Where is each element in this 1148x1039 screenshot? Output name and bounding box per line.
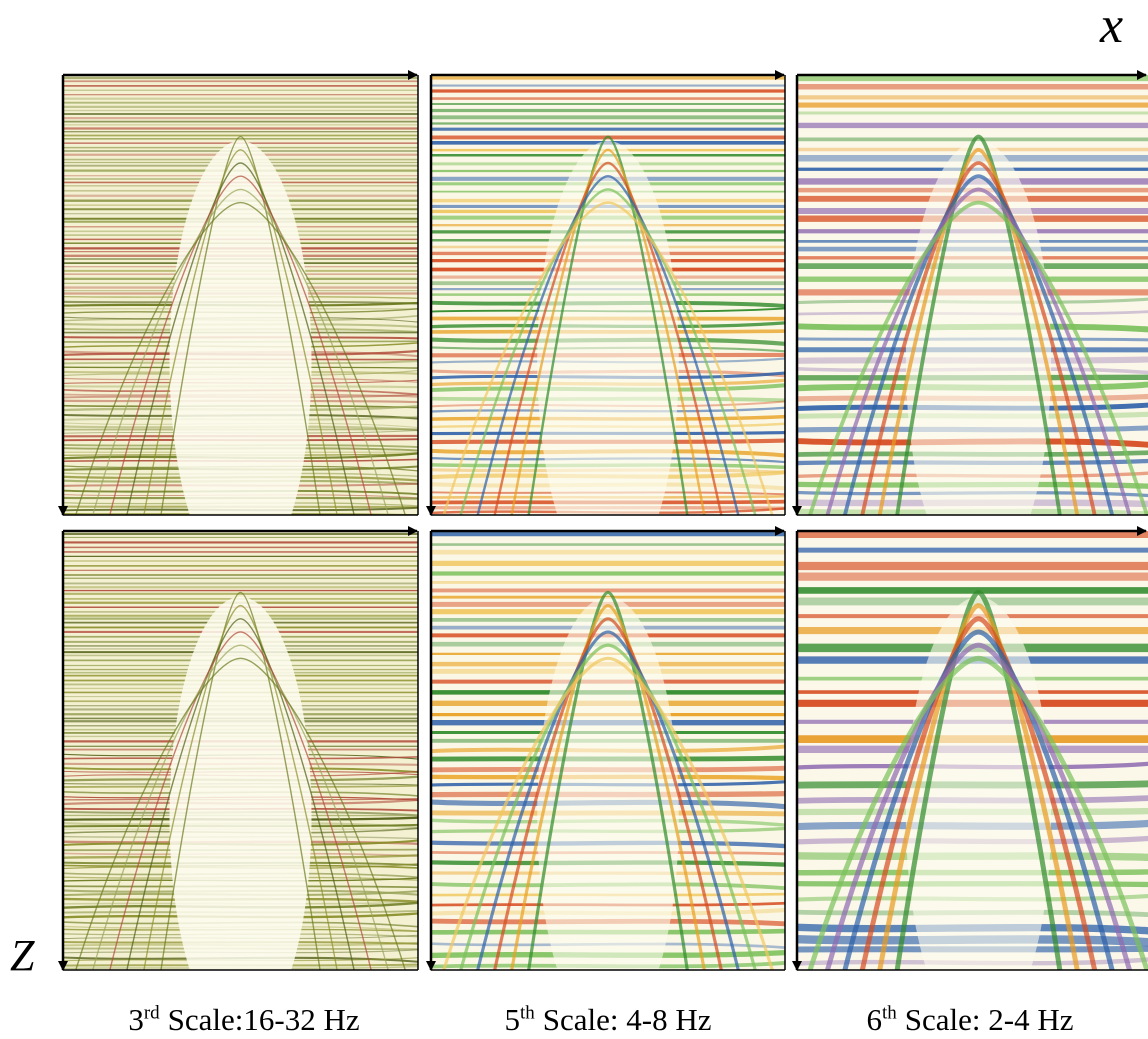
seismic-panel — [63, 531, 418, 970]
seismic-panel — [797, 75, 1148, 515]
dome-reflector — [109, 631, 372, 970]
z-axis-label: Z — [10, 931, 35, 980]
caption-number: 5 — [504, 1002, 521, 1037]
dome-reflector — [75, 657, 406, 970]
seismic-panel — [431, 75, 785, 515]
dome-reflector — [510, 604, 706, 970]
dome-reflector — [92, 188, 389, 515]
dome-reflector — [527, 590, 689, 970]
caption-text: Scale: 2-4 Hz — [904, 1002, 1074, 1037]
dome-reflector — [109, 175, 372, 515]
dome-reflector — [442, 201, 774, 515]
dome-reflector — [527, 135, 689, 515]
x-axis-label: x — [1100, 0, 1124, 54]
caption-suffix: rd — [143, 1002, 160, 1024]
dome-reflector — [126, 618, 355, 970]
dome-reflector — [808, 200, 1148, 515]
dome-reflector — [842, 629, 1115, 970]
caption-number: 6 — [866, 1002, 883, 1037]
dome-reflector — [877, 147, 1080, 515]
dome-reflector — [895, 134, 1062, 515]
caption: 3rd Scale:16-32 Hz — [64, 1002, 424, 1038]
caption-number: 3 — [128, 1002, 144, 1037]
dome-reflector — [459, 643, 757, 970]
dome-reflector — [160, 591, 321, 970]
dome-reflector — [877, 603, 1080, 970]
dome-reflector — [92, 644, 389, 970]
dome-reflector — [894, 589, 1063, 970]
dome-reflector — [459, 188, 757, 515]
dome-reflector — [126, 162, 355, 515]
caption-suffix: th — [882, 1002, 897, 1024]
caption: 6th Scale: 2-4 Hz — [790, 1002, 1148, 1038]
dome-reflector — [493, 161, 723, 515]
dome-reflector — [510, 148, 706, 515]
dome-reflector — [859, 616, 1098, 970]
seismic-panel — [63, 75, 418, 515]
dome-reflector — [476, 630, 740, 970]
dome-reflector — [860, 161, 1097, 515]
dome-reflector — [807, 655, 1148, 970]
dome-reflector — [825, 642, 1132, 970]
dome-reflector — [493, 617, 723, 970]
caption: 5th Scale: 4-8 Hz — [428, 1002, 788, 1038]
dome-reflector — [143, 149, 338, 515]
seismic-panel — [797, 531, 1148, 970]
dome-reflector — [442, 656, 774, 970]
dome-reflector — [825, 187, 1132, 515]
caption-suffix: th — [520, 1002, 535, 1024]
caption-text: Scale:16-32 Hz — [167, 1002, 360, 1037]
dome-reflector — [75, 201, 406, 515]
caption-text: Scale: 4-8 Hz — [542, 1002, 712, 1037]
dome-reflector — [160, 135, 321, 515]
dome-reflector — [843, 174, 1114, 515]
dome-reflector — [476, 174, 740, 515]
seismic-panel — [431, 531, 785, 970]
dome-reflector — [143, 604, 338, 970]
